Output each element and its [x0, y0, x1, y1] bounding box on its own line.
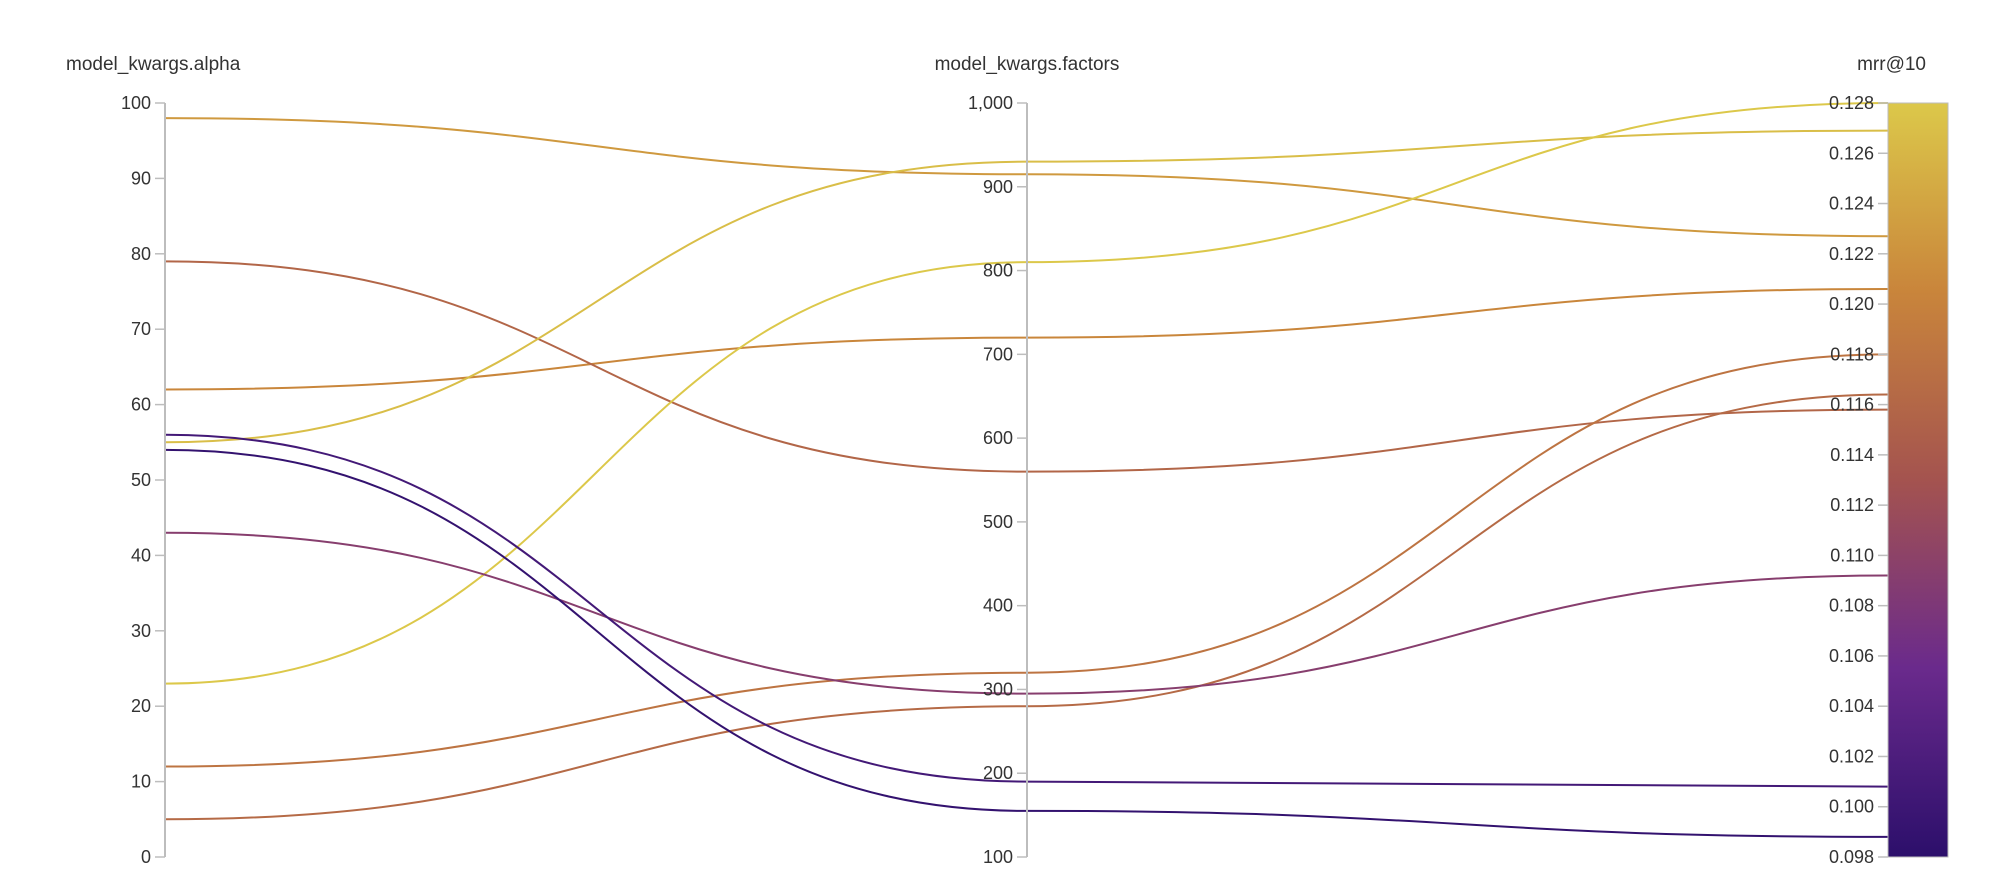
tick-label: 0.120: [1829, 294, 1874, 314]
tick-label: 80: [131, 244, 151, 264]
run-line-4[interactable]: [164, 129, 1889, 444]
tick-label: 0.114: [1830, 445, 1874, 465]
axes: 0 10 20 30 40 50 60 70 80 90 100 model_kwargs.alpha…: [66, 54, 1949, 867]
run-line-10[interactable]: [164, 448, 1889, 838]
run-line-3[interactable]: [164, 260, 1889, 473]
tick-label: 400: [983, 596, 1013, 616]
tick-label: 60: [131, 395, 151, 415]
tick-label: 700: [983, 344, 1013, 364]
tick-label: 0.104: [1829, 696, 1874, 716]
tick-label: 0.112: [1830, 495, 1874, 515]
axis-title: model_kwargs.factors: [935, 54, 1120, 75]
tick-label: 0.098: [1829, 847, 1874, 867]
tick-label: 0.100: [1829, 797, 1874, 817]
run-line-5[interactable]: [164, 102, 1889, 685]
tick-label: 0: [141, 847, 151, 867]
tick-label: 0.118: [1830, 344, 1874, 364]
axis-alpha: 0 10 20 30 40 50 60 70 80 90 100 model_kwargs.alpha: [66, 54, 241, 867]
run-lines: [164, 102, 1889, 838]
tick-label: 500: [983, 512, 1013, 532]
run-line-6[interactable]: [164, 353, 1889, 768]
tick-label: 70: [131, 319, 151, 339]
axis-title: model_kwargs.alpha: [66, 54, 241, 75]
tick-label: 0.108: [1829, 596, 1874, 616]
tick-label: 0.126: [1829, 143, 1874, 163]
tick-label: 300: [983, 679, 1013, 699]
tick-label: 30: [131, 621, 151, 641]
tick-label: 10: [131, 772, 151, 792]
tick-label: 50: [131, 470, 151, 490]
tick-label: 0.128: [1829, 93, 1874, 113]
tick-label: 0.124: [1829, 194, 1874, 214]
tick-label: 100: [121, 93, 151, 113]
tick-label: 800: [983, 261, 1013, 281]
tick-label: 90: [131, 168, 151, 188]
tick-label: 0.106: [1829, 646, 1874, 666]
axis-title: mrr@10: [1857, 54, 1926, 75]
axis-mrr: 0.098 0.100 0.102 0.104 0.106 0.108 0.110 0.112…: [1829, 54, 1926, 867]
tick-label: 200: [983, 763, 1013, 783]
tick-label: 0.102: [1829, 746, 1874, 766]
run-line-9[interactable]: [164, 433, 1889, 788]
tick-label: 20: [131, 696, 151, 716]
tick-label: 600: [983, 428, 1013, 448]
tick-label: 0.116: [1830, 395, 1874, 415]
tick-label: 0.110: [1830, 545, 1874, 565]
tick-label: 0.122: [1829, 244, 1874, 264]
tick-label: 1,000: [968, 93, 1013, 113]
axis-factors: 100 200 300 400 500 600 700 800 900 1,000 model_kw…: [935, 54, 1120, 867]
tick-label: 900: [983, 177, 1013, 197]
colorbar: [1887, 102, 1949, 858]
run-line-7[interactable]: [164, 393, 1889, 821]
tick-label: 40: [131, 545, 151, 565]
tick-label: 100: [983, 847, 1013, 867]
